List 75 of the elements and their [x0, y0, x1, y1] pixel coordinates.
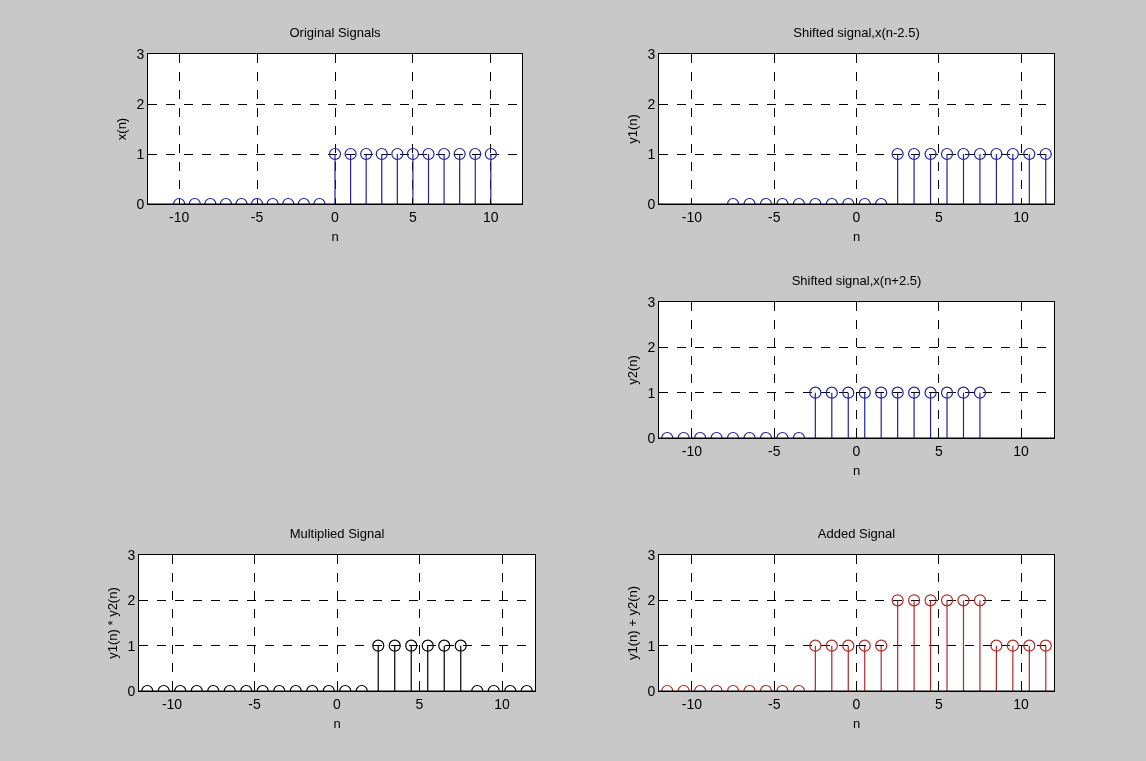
y-tick-label: 1	[127, 637, 136, 654]
y-axis-title: y1(n)	[625, 114, 641, 144]
y-tick-label: 2	[647, 592, 656, 609]
x-axis-title: n	[852, 716, 861, 732]
x-tick-label: -10	[681, 695, 703, 712]
x-axis-title: n	[333, 716, 341, 732]
x-tick-label: -10	[169, 208, 190, 225]
y-tick-label: 3	[647, 293, 656, 310]
y-tick-label: 1	[136, 145, 145, 162]
chart-title: Multiplied Signal	[289, 526, 385, 542]
point	[973, 594, 987, 607]
y-tick-label: 2	[127, 592, 136, 609]
y-tick-label: 3	[136, 45, 145, 62]
y-tick-label: 3	[647, 45, 656, 62]
chart-title: Shifted signal,x(n+2.5)	[791, 273, 922, 289]
x-axis-title: n	[852, 463, 861, 479]
y-axis-title: y1(n) + y2(n)	[625, 585, 641, 661]
point	[924, 594, 937, 607]
x-tick-label: -10	[681, 208, 703, 225]
x-tick-label: 10	[494, 695, 510, 712]
point	[842, 639, 855, 652]
x-tick-label: 0	[333, 695, 342, 712]
x-tick-label: 10	[483, 208, 499, 225]
x-tick-label: 0	[331, 208, 340, 225]
y-tick-label: 1	[647, 384, 656, 401]
y-tick-label: 0	[647, 682, 656, 699]
y-tick-label: 0	[647, 429, 656, 446]
x-axis-title: n	[852, 229, 861, 245]
x-tick-label: 10	[1013, 442, 1030, 459]
x-tick-label: 5	[934, 695, 943, 712]
y-axis-title: x(n)	[114, 117, 130, 141]
x-tick-label: -10	[161, 695, 183, 712]
chart-title: Shifted signal,x(n-2.5)	[793, 25, 920, 41]
y-tick-label: 0	[647, 195, 656, 212]
point	[908, 594, 921, 607]
y-tick-label: 3	[647, 546, 656, 563]
x-tick-label: -5	[767, 208, 781, 225]
point	[858, 639, 871, 652]
x-tick-label: -5	[767, 442, 781, 459]
x-tick-label: -5	[767, 695, 781, 712]
x-tick-label: 10	[1013, 695, 1030, 712]
y-tick-label: 1	[647, 637, 656, 654]
x-tick-label: 10	[1013, 208, 1030, 225]
point	[809, 639, 822, 652]
x-tick-label: 0	[852, 695, 861, 712]
point	[940, 594, 954, 607]
y-tick-label: 2	[647, 339, 656, 356]
x-tick-label: -10	[681, 442, 703, 459]
point	[891, 594, 904, 607]
point	[1006, 639, 1019, 652]
x-tick-label: 5	[934, 208, 943, 225]
point	[957, 594, 970, 607]
x-tick-label: -5	[248, 695, 261, 712]
x-tick-label: 5	[934, 442, 943, 459]
point	[875, 639, 888, 652]
point	[825, 639, 838, 652]
x-tick-label: 5	[415, 695, 424, 712]
point	[990, 639, 1003, 652]
y-tick-label: 1	[647, 145, 656, 162]
x-tick-label: 5	[409, 208, 418, 225]
y-tick-label: 3	[127, 546, 136, 563]
x-tick-label: 0	[852, 442, 861, 459]
y-tick-label: 2	[136, 95, 145, 112]
y-axis-title: y1(n) * y2(n)	[105, 587, 121, 659]
chart-title: Original Signals	[289, 25, 382, 41]
y-axis-title: y2(n)	[625, 355, 641, 385]
y-tick-label: 0	[136, 195, 145, 212]
y-tick-label: 2	[647, 95, 656, 112]
x-tick-label: -5	[250, 208, 264, 225]
x-tick-label: 0	[852, 208, 861, 225]
chart-title: Added Signal	[817, 526, 896, 542]
point	[1039, 639, 1052, 652]
y-tick-label: 0	[127, 682, 136, 699]
point	[1023, 639, 1036, 652]
x-axis-title: n	[331, 229, 339, 245]
